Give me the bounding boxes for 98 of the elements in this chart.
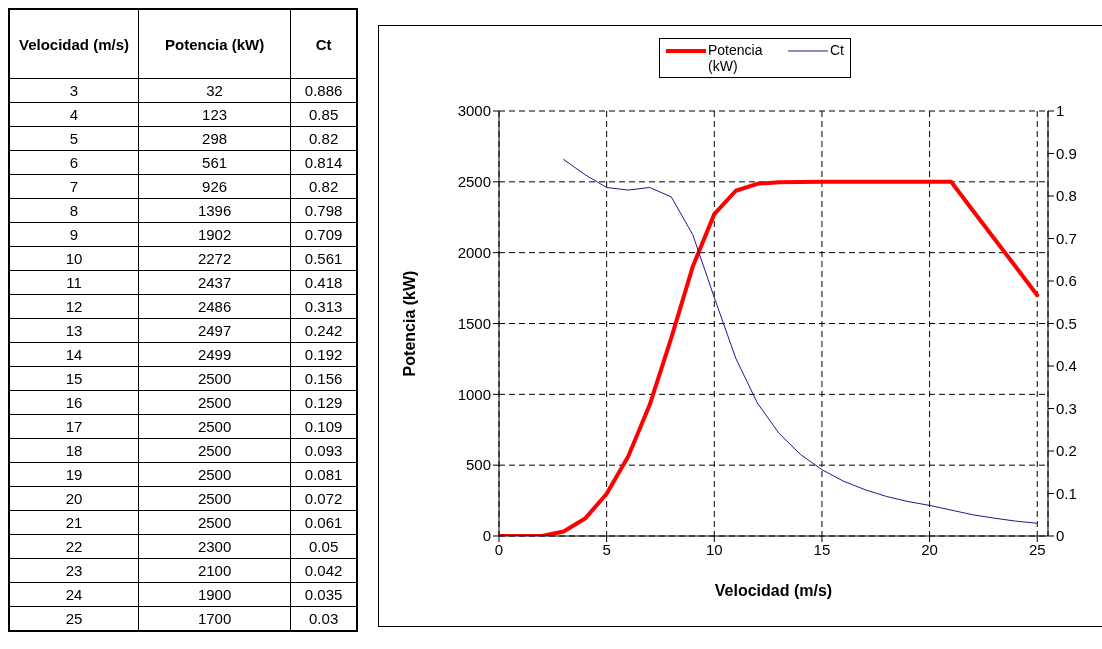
data-label: 2500 — [138, 462, 291, 487]
y2-tick-label: 0.7 — [1056, 229, 1077, 247]
data-label: 2500 — [138, 510, 291, 535]
y2-tick-label: 0.8 — [1056, 187, 1077, 205]
y2-tick-label: 0 — [1056, 527, 1065, 545]
y-tick-label: 14 — [9, 342, 139, 367]
y-tick-label: 4 — [9, 102, 139, 127]
data-label: 0.042 — [290, 558, 357, 583]
data-label: 0.798 — [290, 198, 357, 223]
y2-tick-label: 0.3 — [1056, 399, 1077, 417]
line-series — [563, 158, 1038, 524]
data-label: 2497 — [138, 318, 291, 343]
data-label: 0.814 — [290, 150, 357, 175]
y2-tick-label: 0.9 — [1056, 144, 1077, 162]
data-label: 2499 — [138, 342, 291, 367]
data-label: 926 — [138, 174, 291, 199]
data-label: 561 — [138, 150, 291, 175]
x-tick-label: 5 — [602, 540, 611, 558]
data-label: 2500 — [138, 414, 291, 439]
y-tick-label: 13 — [9, 318, 139, 343]
data-label: 32 — [138, 78, 291, 103]
y-tick-label: 17 — [9, 414, 139, 439]
data-label: 2500 — [138, 438, 291, 463]
data-label: 0.82 — [290, 126, 357, 151]
x-tick-label: 0 — [494, 540, 504, 558]
y-tick-label: 5 — [9, 126, 139, 151]
data-label: 1900 — [138, 582, 291, 607]
y-tick-label: 6 — [9, 150, 139, 175]
data-label: 0.886 — [290, 78, 357, 103]
data-label: 2500 — [138, 366, 291, 391]
y2-tick-label: 1 — [1056, 102, 1065, 120]
data-label: 0.072 — [290, 486, 357, 511]
y-tick-label: 500 — [465, 456, 491, 474]
x-tick-label: 25 — [1028, 540, 1046, 558]
data-label: 0.061 — [290, 510, 357, 535]
y-tick-label: 19 — [9, 462, 139, 487]
y2-tick-label: 0.4 — [1056, 357, 1077, 375]
data-label: 2500 — [138, 390, 291, 415]
data-label: 2486 — [138, 294, 291, 319]
y-tick-label: 15 — [9, 366, 139, 391]
data-label: 0.03 — [290, 606, 357, 631]
y-tick-label: 8 — [9, 198, 139, 223]
y-tick-label: 0 — [482, 527, 491, 545]
data-label: 123 — [138, 102, 291, 127]
y-tick-label: 3 — [9, 78, 139, 103]
data-label: 1902 — [138, 222, 291, 247]
line-series — [499, 179, 1040, 536]
x-tick-label: 10 — [705, 540, 723, 558]
y-tick-label: 18 — [9, 438, 139, 463]
data-label: 0.418 — [290, 270, 357, 295]
y2-tick-label: 0.5 — [1056, 314, 1077, 332]
data-label: 0.156 — [290, 366, 357, 391]
y-tick-label: 21 — [9, 510, 139, 535]
data-label: 298 — [138, 126, 291, 151]
data-label: 2100 — [138, 558, 291, 583]
data-label: 1700 — [138, 606, 291, 631]
y2-tick-label: 0.2 — [1056, 442, 1077, 460]
data-label: 0.561 — [290, 246, 357, 271]
data-label: 0.081 — [290, 462, 357, 487]
y-tick-label: 25 — [9, 606, 139, 631]
y-tick-label: 2000 — [457, 243, 491, 261]
data-label: 0.035 — [290, 582, 357, 607]
data-label: 0.313 — [290, 294, 357, 319]
y-tick-label: 12 — [9, 294, 139, 319]
y-tick-label: 23 — [9, 558, 139, 583]
x-axis-title: Velocidad (m/s) — [714, 582, 833, 599]
y-tick-label: 20 — [9, 486, 139, 511]
data-label: 0.093 — [290, 438, 357, 463]
data-label: 0.709 — [290, 222, 357, 247]
data-label: 0.82 — [290, 174, 357, 199]
data-label: 0.192 — [290, 342, 357, 367]
x-tick-label: 20 — [921, 540, 938, 558]
data-label: 0.129 — [290, 390, 357, 415]
y-axis-title: Velocidad (m/s) — [9, 9, 139, 79]
y2-tick-label: 0.1 — [1056, 484, 1077, 502]
x-tick-label: 15 — [813, 540, 831, 558]
data-label: 2272 — [138, 246, 291, 271]
data-label: 2300 — [138, 534, 291, 559]
data-label: 0.85 — [290, 102, 357, 127]
y-tick-label: 22 — [9, 534, 139, 559]
y-tick-label: 24 — [9, 582, 139, 607]
y-tick-label: 7 — [9, 174, 139, 199]
y2-tick-label: 0.6 — [1056, 272, 1077, 290]
y-tick-label: 1500 — [457, 314, 491, 332]
y-tick-label: 11 — [9, 270, 139, 295]
y-tick-label: 3000 — [457, 102, 491, 120]
data-label: 0.242 — [290, 318, 357, 343]
y-tick-label: 16 — [9, 390, 139, 415]
data-label: 1396 — [138, 198, 291, 223]
data-label: 2500 — [138, 486, 291, 511]
y-tick-label: 10 — [9, 246, 139, 271]
data-label: 2437 — [138, 270, 291, 295]
y-tick-label: 2500 — [457, 173, 491, 191]
y-tick-label: 9 — [9, 222, 139, 247]
data-label: 0.109 — [290, 414, 357, 439]
data-label: 0.05 — [290, 534, 357, 559]
y-axis-title: Potencia (kW) — [400, 270, 418, 377]
y-tick-label: 1000 — [457, 385, 491, 403]
